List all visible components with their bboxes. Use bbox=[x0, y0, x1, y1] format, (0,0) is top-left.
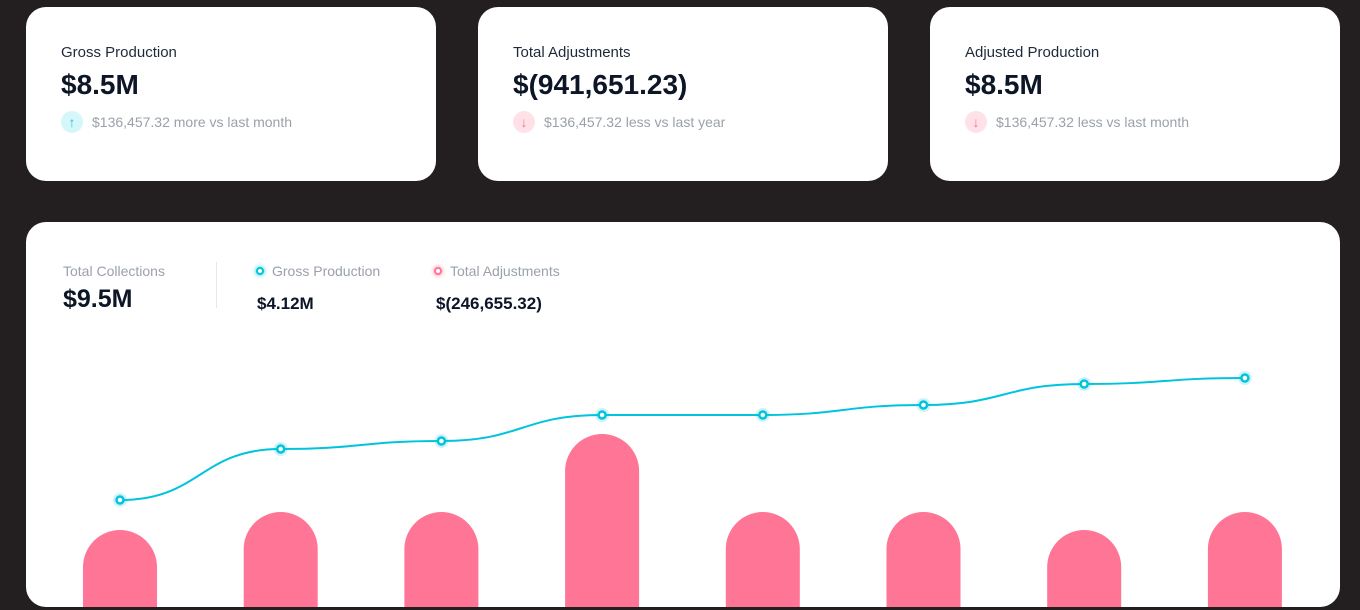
gross-production-value: $4.12M bbox=[257, 294, 314, 313]
line-point-3[interactable] bbox=[436, 436, 447, 446]
line-point-5[interactable] bbox=[758, 410, 768, 420]
legend-label: Total Adjustments bbox=[450, 263, 560, 279]
card-label: Adjusted Production bbox=[965, 44, 1100, 61]
bar-5[interactable] bbox=[725, 512, 800, 607]
delta-text: $136,457.32 less vs last month bbox=[996, 114, 1190, 130]
kpi-card-adjusted-production: Adjusted Production $8.5M ↓ $136,457.32 … bbox=[930, 7, 1340, 181]
card-value: $8.5M bbox=[61, 69, 139, 100]
line-point-2[interactable] bbox=[275, 444, 286, 454]
line-point-6[interactable] bbox=[918, 400, 929, 410]
arrow-up-icon: ↑ bbox=[61, 111, 83, 133]
gross-production-line bbox=[119, 377, 1245, 501]
bar-2[interactable] bbox=[243, 512, 318, 607]
card-label: Gross Production bbox=[61, 44, 177, 61]
legend-label: Gross Production bbox=[272, 263, 381, 279]
pink-dot-icon bbox=[434, 267, 442, 275]
legend-total-adjustments[interactable]: Total Adjustments bbox=[434, 263, 560, 279]
total-adjustments-value: $(246,655.32) bbox=[436, 294, 542, 313]
card-delta: ↓ $136,457.32 less vs last month bbox=[965, 111, 1189, 133]
bar-7[interactable] bbox=[1047, 530, 1122, 607]
bar-3[interactable] bbox=[404, 512, 479, 607]
kpi-card-total-adjustments: Total Adjustments $(941,651.23) ↓ $136,4… bbox=[478, 7, 888, 181]
total-collections-label: Total Collections bbox=[63, 263, 165, 279]
line-point-4[interactable] bbox=[597, 410, 607, 420]
card-delta: ↓ $136,457.32 less vs last year bbox=[513, 111, 725, 133]
bar-4[interactable] bbox=[565, 434, 640, 607]
divider bbox=[216, 262, 217, 308]
delta-text: $136,457.32 less vs last year bbox=[544, 114, 726, 130]
line-point-7[interactable] bbox=[1079, 379, 1089, 389]
card-delta: ↑ $136,457.32 more vs last month bbox=[61, 111, 292, 133]
cyan-dot-icon bbox=[256, 267, 264, 275]
line-point-8[interactable] bbox=[1240, 373, 1250, 383]
bar-8[interactable] bbox=[1207, 512, 1282, 607]
collections-chart-card: Total Collections $9.5M Gross Production… bbox=[26, 222, 1340, 607]
combo-chart bbox=[83, 371, 1282, 607]
line-point-1[interactable] bbox=[115, 495, 125, 505]
legend-gross-production[interactable]: Gross Production bbox=[256, 263, 380, 279]
card-label: Total Adjustments bbox=[513, 44, 631, 61]
arrow-down-icon: ↓ bbox=[513, 111, 535, 133]
bar-6[interactable] bbox=[886, 512, 961, 607]
card-value: $8.5M bbox=[965, 69, 1043, 100]
total-collections-value: $9.5M bbox=[63, 285, 133, 313]
card-value: $(941,651.23) bbox=[513, 69, 688, 100]
arrow-down-icon: ↓ bbox=[965, 111, 987, 133]
bar-1[interactable] bbox=[83, 530, 157, 607]
kpi-card-gross-production: Gross Production $8.5M ↑ $136,457.32 mor… bbox=[26, 7, 436, 181]
delta-text: $136,457.32 more vs last month bbox=[92, 114, 293, 130]
